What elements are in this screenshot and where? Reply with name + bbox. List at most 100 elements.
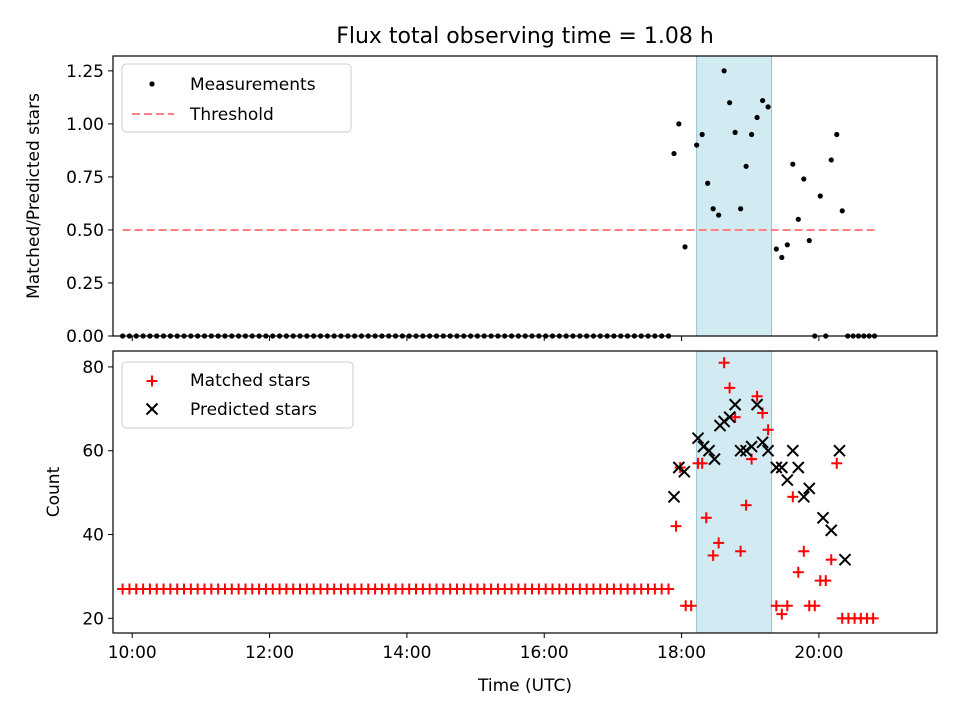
cross-b (825, 524, 838, 537)
legend-matched-label: Matched stars (190, 371, 310, 391)
y-tick-label: 60 (82, 442, 104, 462)
y-tick-label: 0.25 (66, 274, 104, 294)
predicted-star-point (750, 398, 764, 411)
measurement-point (795, 216, 801, 222)
measurement-point (721, 68, 727, 74)
legend-measurements-marker (149, 81, 155, 87)
matched-star-point (707, 549, 719, 561)
predicted-star-point (816, 511, 830, 524)
matched-star-point (776, 608, 788, 620)
matched-star-point (685, 600, 697, 612)
measurement-point (779, 254, 785, 261)
cross-b (728, 398, 742, 411)
cross-b (792, 461, 805, 474)
predicted-star-point (756, 436, 769, 449)
predicted-star-point (792, 461, 805, 474)
cross-b (816, 511, 830, 524)
matched-star-point (781, 600, 793, 612)
cross-b (708, 452, 721, 466)
matched-star-point (735, 545, 747, 557)
predicted-star-point (797, 490, 810, 504)
x-tick-label: 18:00 (657, 643, 706, 663)
y-tick-label: 80 (82, 358, 104, 378)
predicted-star-point (803, 482, 816, 495)
baseline-matched-point (663, 583, 675, 595)
cross-b (803, 482, 816, 495)
matched-star-point (670, 520, 682, 532)
measurement-point (727, 100, 733, 106)
measurement-point (738, 206, 744, 212)
measurement-point (784, 242, 790, 248)
matched-star-point (724, 382, 736, 394)
predicted-star-point (667, 490, 681, 504)
matched-star-point (751, 390, 763, 402)
measurement-point (743, 163, 749, 169)
cross-b (781, 473, 794, 487)
y-tick-label: 0.50 (66, 221, 104, 241)
predicted-star-point (761, 444, 775, 457)
predicted-star-point (833, 444, 846, 457)
cross-b (745, 440, 758, 453)
legend-predicted-marker (145, 402, 159, 416)
bottom-axes-frame (112, 350, 938, 634)
legend-predicted-label: Predicted stars (190, 400, 317, 420)
predicted-star-point (838, 553, 852, 566)
x-tick-label: 16:00 (520, 643, 569, 663)
predicted-star-point (728, 398, 742, 411)
bottom-legend: Matched stars Predicted stars (121, 361, 354, 429)
top-legend-frame (121, 63, 352, 133)
measurement-point (671, 150, 677, 157)
predicted-star-point (691, 431, 705, 445)
cross-b (838, 553, 852, 566)
matched-star-point (820, 575, 832, 587)
y-tick-label: 0.00 (66, 327, 104, 347)
measurement-point (749, 131, 755, 138)
measurement-point (759, 97, 766, 104)
cross-b (723, 410, 736, 424)
cross-b (775, 461, 789, 474)
x-tick-label: 10:00 (108, 643, 157, 663)
measurement-point (839, 208, 845, 214)
measurement-point (828, 157, 834, 163)
top-plot-area: 0.00 0.25 0.50 0.75 1.00 1.25 (66, 55, 878, 347)
legend-measurements-label: Measurements (190, 75, 316, 95)
bottom-plot-area: 20 40 60 80 10:00 12:00 14:00 16:00 18:00 20:00 (82, 350, 879, 663)
cross-b (786, 444, 800, 457)
top-axes-frame (112, 55, 938, 337)
cross-b (678, 465, 691, 478)
legend-matched-marker (146, 375, 158, 387)
predicted-star-point (702, 444, 716, 457)
y-tick-label: 20 (82, 609, 104, 629)
cross-b (734, 444, 747, 457)
bottom-legend-frame (121, 361, 354, 429)
chart-title: Flux total observing time = 1.08 h (336, 24, 714, 49)
cross-b (770, 461, 783, 474)
measurement-point (754, 114, 760, 121)
trailing-matched-point (867, 612, 879, 624)
matched-star-point (700, 512, 712, 524)
cross-b (691, 431, 705, 445)
observing-span (696, 55, 772, 337)
predicted-star-point (781, 473, 794, 487)
measurement-point (765, 104, 771, 110)
cross-b (750, 398, 764, 411)
cross-b (756, 436, 769, 449)
x-tick-label: 20:00 (794, 643, 843, 663)
cross-b (761, 444, 775, 457)
cross-b (667, 490, 681, 504)
predicted-star-point (770, 461, 783, 474)
measurement-point (716, 212, 722, 218)
legend-threshold-label: Threshold (189, 105, 274, 125)
measurement-point (732, 129, 738, 135)
matched-star-point (696, 457, 708, 469)
measurement-point (699, 131, 705, 138)
y-tick-label: 0.75 (66, 168, 104, 188)
predicted-star-point (786, 444, 800, 457)
matched-star-point (787, 491, 799, 503)
x-tick-label: 12:00 (245, 643, 294, 663)
predicted-star-point (745, 440, 758, 453)
y-tick-label: 40 (82, 526, 104, 546)
measurement-point (817, 193, 823, 199)
predicted-star-point (723, 410, 736, 424)
